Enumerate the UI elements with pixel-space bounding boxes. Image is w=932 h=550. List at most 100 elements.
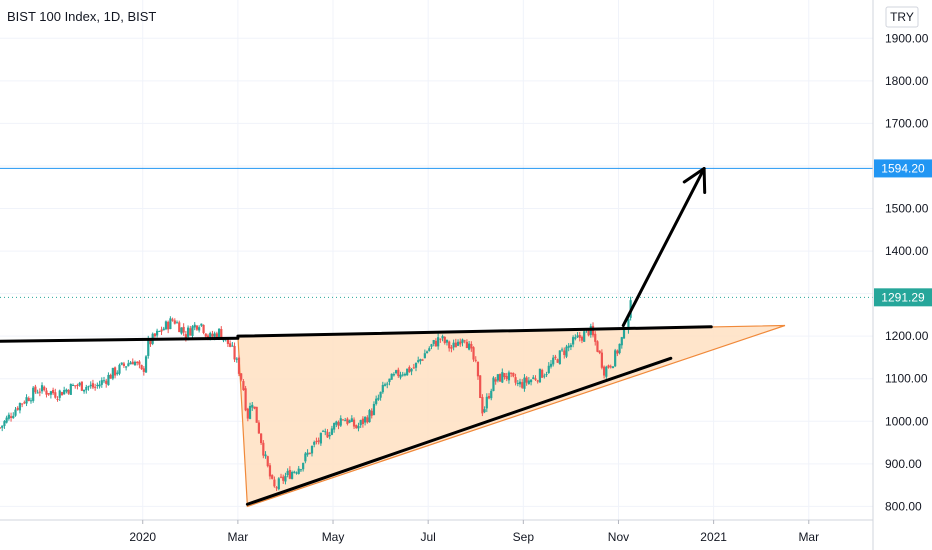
candle-body [209, 333, 212, 338]
last-price-label: 1291.29 [881, 290, 925, 304]
candle-body [171, 319, 174, 321]
candle-body [63, 390, 66, 395]
axes: 800.00 900.00 1000.00 1100.00 1200.00 1400.00… [129, 31, 932, 544]
candle-body [160, 329, 163, 332]
candle-body [297, 468, 300, 474]
candle-body [136, 361, 139, 364]
target-level [0, 167, 873, 298]
candle-body [578, 334, 581, 338]
candle-body [122, 363, 126, 366]
y-tick-label: 1100.00 [885, 372, 928, 386]
candle-body [248, 405, 252, 419]
candle-body [558, 350, 561, 364]
candle-body [237, 357, 241, 374]
candle-body [485, 396, 488, 409]
candle-body [82, 389, 86, 392]
candle-body [549, 363, 553, 367]
candle-body [350, 418, 353, 422]
candle-body [580, 336, 584, 341]
candle-body [468, 343, 471, 350]
candle-body [554, 356, 557, 358]
candle-body [153, 333, 156, 337]
candle-body [609, 366, 612, 368]
candle-body [131, 361, 134, 365]
candle-body [463, 340, 466, 342]
candle-body [240, 373, 243, 380]
candle-body [368, 410, 371, 423]
candle-body [408, 367, 411, 373]
candle-body [260, 433, 263, 444]
candle-body [596, 341, 599, 352]
candle-body [273, 479, 276, 487]
candle-body [217, 328, 221, 338]
candle-body [538, 368, 542, 383]
x-tick-label: Jul [421, 530, 436, 544]
candle-body [470, 343, 473, 349]
x-tick-label: 2020 [129, 530, 156, 544]
y-tick-label: 1500.00 [885, 202, 929, 216]
candle-body [175, 322, 179, 324]
candle-body [310, 446, 314, 454]
candle-body [512, 372, 515, 377]
candle-body [12, 415, 15, 419]
candle-body [620, 337, 623, 346]
candle-body [377, 397, 380, 400]
candle-body [7, 414, 10, 419]
candle-body [494, 379, 497, 382]
candle-body [430, 344, 433, 347]
candle-body [448, 341, 451, 349]
candle-body [120, 362, 123, 365]
candle-body [459, 341, 462, 345]
currency-badge[interactable]: TRY [885, 6, 919, 28]
candle-body [94, 386, 97, 388]
candle-body [293, 471, 296, 473]
candle-body [505, 376, 508, 379]
candle-body [523, 377, 526, 389]
candle-body [140, 364, 143, 370]
projection-arrow-head [682, 167, 707, 195]
candle-body [220, 329, 223, 340]
candle-body [381, 384, 384, 393]
candle-body [461, 339, 464, 343]
candle-body [498, 373, 502, 382]
candle-body [483, 409, 486, 413]
lower-trendline [245, 356, 673, 506]
candle-body [472, 347, 475, 360]
candle-body [618, 343, 621, 354]
x-tick-label: May [322, 530, 345, 544]
candle-body [47, 393, 50, 395]
candle-body [386, 383, 389, 385]
candle-body [605, 366, 608, 377]
candle-body [563, 350, 566, 356]
trend-drawings [0, 167, 713, 506]
candle-body [142, 368, 145, 372]
candle-body [437, 337, 440, 347]
candle-body [516, 382, 519, 384]
candle-body [32, 387, 35, 401]
candle-body [600, 352, 603, 368]
candle-body [366, 417, 369, 423]
candle-body [40, 385, 44, 392]
candle-body [71, 385, 75, 387]
candle-body [102, 380, 106, 382]
y-tick-label: 1800.00 [885, 74, 929, 88]
candle-body [257, 422, 260, 434]
candle-body [397, 369, 400, 377]
candle-body [295, 472, 298, 474]
upper-trendline [236, 325, 713, 338]
candle-body [147, 338, 150, 356]
candle-body [167, 321, 170, 330]
chart-title: BIST 100 Index, 1D, BIST [7, 9, 156, 24]
currency-badge-box [885, 6, 919, 28]
candle-body [339, 418, 342, 426]
candle-body [560, 349, 564, 351]
candle-body [107, 374, 110, 386]
candle-body [191, 326, 194, 336]
candle-body [184, 334, 187, 338]
candle-body [479, 375, 482, 399]
candle-body [536, 380, 539, 382]
candle-body [627, 318, 630, 331]
candle-body [178, 322, 181, 333]
